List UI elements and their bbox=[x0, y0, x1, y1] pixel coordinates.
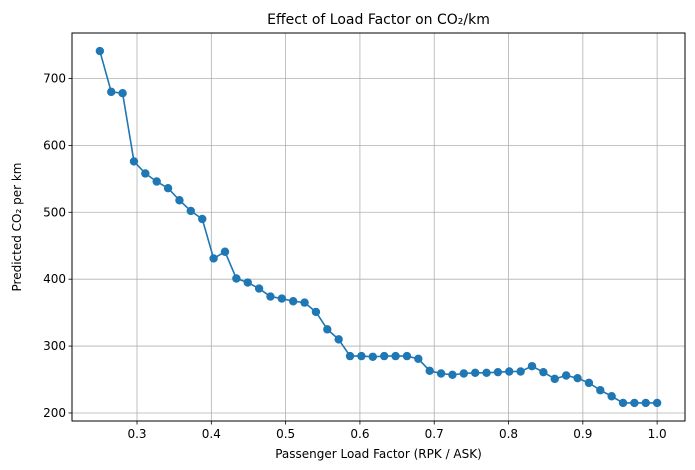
data-point bbox=[380, 351, 389, 361]
data-point bbox=[334, 335, 343, 344]
data-point bbox=[186, 206, 196, 216]
data-point bbox=[163, 184, 173, 193]
data-point bbox=[448, 370, 457, 380]
data-point bbox=[505, 367, 514, 376]
chart-title: Effect of Load Factor on CO₂/km bbox=[267, 12, 490, 28]
y-tick-label: 600 bbox=[43, 138, 66, 152]
x-tick-label: 1.0 bbox=[648, 427, 667, 441]
data-point bbox=[311, 307, 321, 317]
data-point bbox=[573, 373, 582, 383]
x-tick-label: 0.7 bbox=[425, 427, 444, 441]
data-point bbox=[414, 354, 423, 363]
data-point bbox=[129, 157, 139, 166]
data-point bbox=[243, 278, 252, 287]
plot-frame bbox=[71, 32, 686, 422]
data-point bbox=[561, 371, 571, 380]
x-axis-label: Passenger Load Factor (RPK / ASK) bbox=[275, 447, 482, 461]
data-point bbox=[630, 398, 639, 408]
data-point bbox=[266, 292, 275, 301]
data-point bbox=[232, 274, 241, 283]
data-point bbox=[323, 325, 332, 334]
y-tick-label: 300 bbox=[43, 339, 66, 353]
data-point bbox=[470, 368, 480, 378]
data-point bbox=[289, 297, 298, 306]
data-point bbox=[539, 367, 548, 377]
x-tick-label: 0.9 bbox=[573, 427, 592, 441]
data-point bbox=[516, 367, 525, 376]
data-point bbox=[596, 386, 605, 395]
x-tick-label: 0.3 bbox=[127, 427, 146, 441]
data-point bbox=[107, 87, 116, 97]
data-point bbox=[198, 214, 207, 224]
data-point bbox=[220, 247, 230, 256]
data-point bbox=[254, 284, 264, 293]
data-point bbox=[607, 392, 616, 401]
data-point bbox=[527, 361, 537, 371]
data-point bbox=[482, 368, 491, 378]
plot-area-background bbox=[72, 33, 685, 421]
data-point bbox=[209, 254, 218, 263]
data-point bbox=[493, 367, 503, 377]
data-point bbox=[425, 366, 434, 376]
data-point bbox=[345, 351, 355, 361]
data-point bbox=[357, 351, 366, 361]
data-point bbox=[459, 369, 468, 378]
x-tick-label: 0.4 bbox=[202, 427, 221, 441]
data-point bbox=[368, 352, 377, 361]
x-tick-label: 0.6 bbox=[350, 427, 369, 441]
grid-lines bbox=[72, 33, 685, 421]
data-point bbox=[618, 398, 628, 408]
y-tick-label: 400 bbox=[43, 272, 66, 286]
y-tick-label: 500 bbox=[43, 205, 66, 219]
data-point bbox=[652, 398, 662, 408]
data-point bbox=[141, 169, 150, 178]
data-point bbox=[300, 298, 309, 307]
data-point bbox=[391, 351, 400, 361]
data-point bbox=[436, 369, 446, 378]
data-point bbox=[641, 398, 650, 408]
x-tick-label: 0.5 bbox=[276, 427, 295, 441]
data-point bbox=[118, 89, 127, 98]
y-tick-label: 700 bbox=[43, 71, 66, 85]
data-point bbox=[95, 46, 105, 56]
y-tick-label: 200 bbox=[43, 406, 66, 420]
data-series bbox=[95, 46, 662, 408]
data-point bbox=[175, 196, 184, 205]
data-point bbox=[584, 378, 594, 388]
x-tick-label: 0.8 bbox=[499, 427, 518, 441]
data-point bbox=[550, 374, 559, 384]
axis-ticks: 0.3 0.4 0.5 0.6 0.7 0.8 0.9 1.0 200 300 400 500 600 7… bbox=[43, 71, 667, 441]
data-point bbox=[277, 294, 287, 303]
data-point bbox=[402, 351, 412, 361]
y-axis-label: Predicted CO₂ per km bbox=[10, 163, 24, 292]
data-point bbox=[152, 177, 161, 186]
